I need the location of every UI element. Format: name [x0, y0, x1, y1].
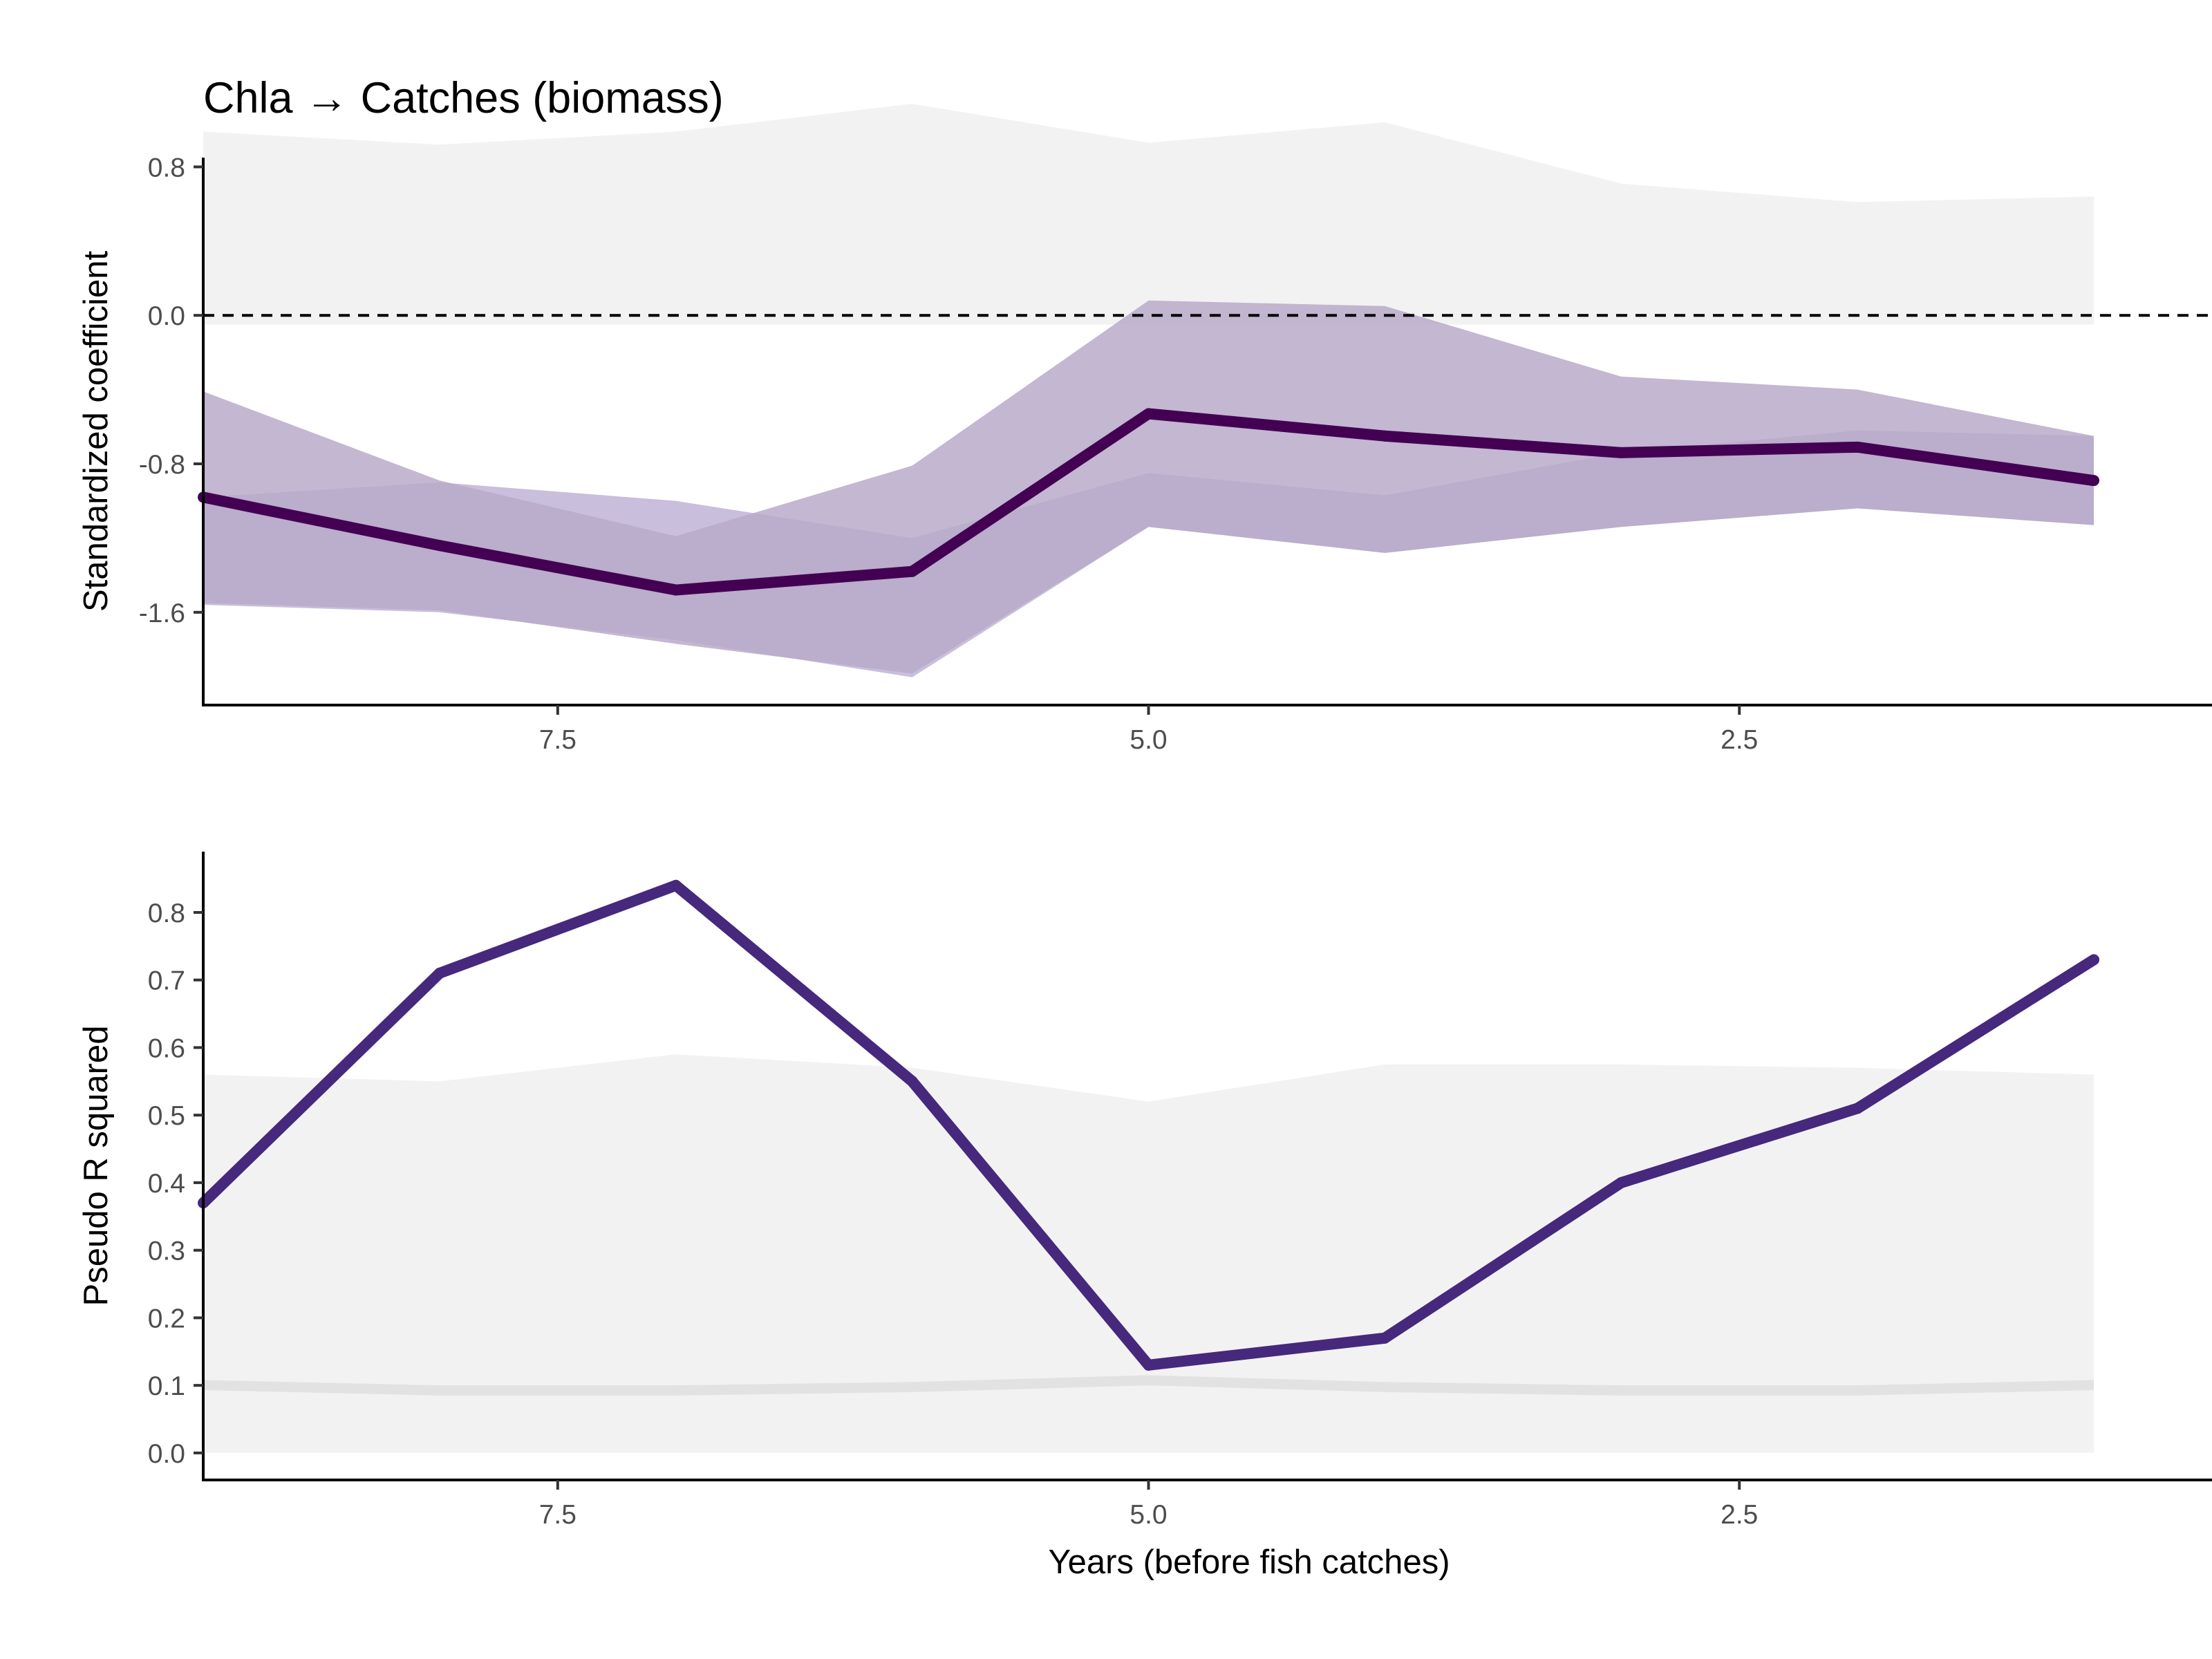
- y-tick-label: 0.7: [148, 966, 185, 996]
- y-tick-label: 0.8: [148, 899, 185, 928]
- y-tick-label: 0.3: [148, 1237, 185, 1266]
- null-band: [203, 104, 2094, 325]
- data-point: [906, 1076, 918, 1087]
- x-tick-label: 5.0: [1130, 1500, 1167, 1530]
- y-tick-label: -1.6: [139, 599, 185, 628]
- x-tick-label: 7.5: [539, 1500, 577, 1530]
- data-point: [1615, 447, 1627, 458]
- x-axis-title: Years (before fish catches): [1048, 1544, 1450, 1581]
- data-point: [1852, 1103, 1864, 1114]
- y-tick-label: 0.5: [148, 1101, 185, 1131]
- x-tick-label: 7.5: [539, 725, 577, 755]
- x-tick-label: 5.0: [1130, 725, 1167, 755]
- data-point: [2088, 954, 2100, 966]
- chart-title: Chla → Catches (biomass): [203, 74, 724, 122]
- y-tick-label: 0.6: [148, 1033, 185, 1063]
- y-tick-label: 0.8: [148, 153, 185, 182]
- null-band-inner: [203, 1375, 2094, 1396]
- data-point: [1615, 1177, 1627, 1188]
- data-point: [433, 967, 445, 979]
- x-tick-label: 2.5: [1721, 1500, 1758, 1530]
- data-point: [1852, 441, 1864, 453]
- data-point: [433, 540, 445, 552]
- y-tick-label: 0.2: [148, 1304, 185, 1333]
- pseudo-r2-panel: 0.0 0.1 0.2 0.3 0.4 0.5 0.6 0.7 0.8 7.5 5.0 2.5 Pseu…: [77, 852, 2212, 1581]
- y-axis-title: Pseudo R squared: [77, 1026, 115, 1306]
- y-axis-title: Standardized coefficient: [77, 251, 115, 612]
- x-tick-label: 2.5: [1721, 725, 1758, 755]
- data-point: [2088, 475, 2100, 487]
- y-tick-label: 0.4: [148, 1169, 185, 1199]
- y-tick-label: 0.0: [148, 301, 185, 331]
- data-point: [906, 565, 918, 577]
- data-point: [1143, 1359, 1154, 1371]
- data-point: [670, 879, 682, 891]
- null-band: [203, 1054, 2094, 1453]
- confidence-band-inner: [203, 300, 2094, 674]
- y-tick-label: 0.0: [148, 1439, 185, 1469]
- data-point: [1143, 408, 1154, 420]
- data-point: [670, 584, 682, 596]
- coefficient-panel: 0.8 0.0 -0.8 -1.6 7.5 5.0 2.5 Standardized coef…: [77, 104, 2212, 755]
- y-tick-label: -0.8: [139, 450, 185, 480]
- y-tick-label: 0.1: [148, 1371, 185, 1401]
- data-point: [1379, 430, 1391, 442]
- data-point: [1379, 1332, 1391, 1344]
